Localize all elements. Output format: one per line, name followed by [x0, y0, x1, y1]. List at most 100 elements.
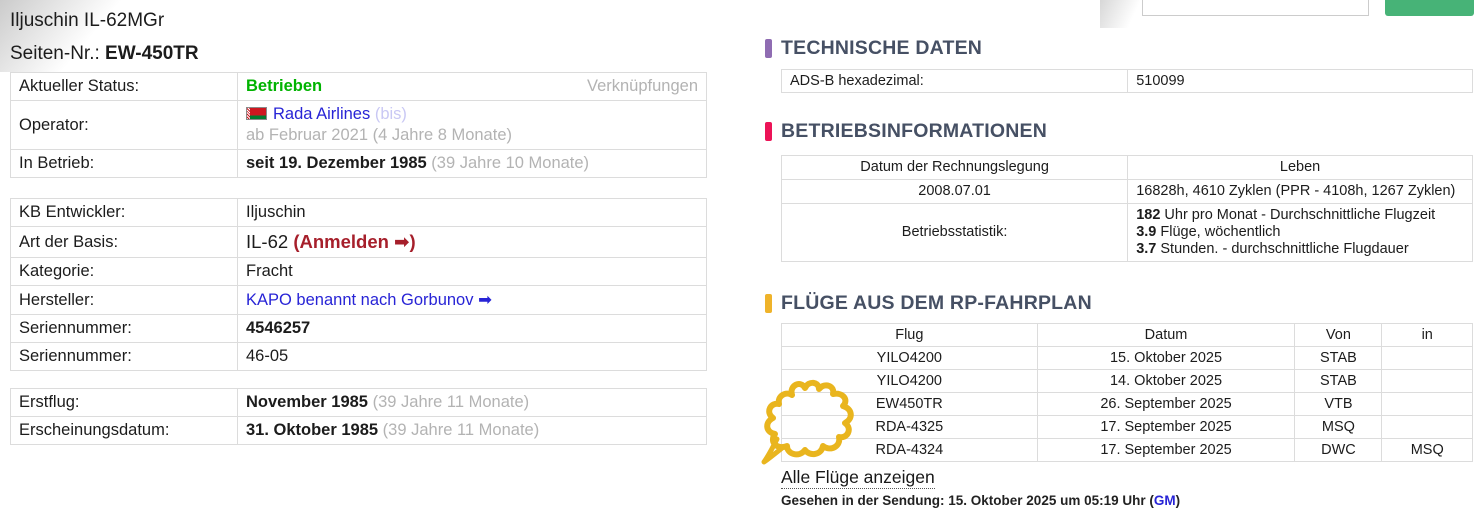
timezone-link[interactable]: GM: [1153, 493, 1176, 508]
flight-from: DWC: [1294, 438, 1383, 462]
dates-table: Erstflug: November 1985 (39 Jahre 11 Mon…: [10, 388, 707, 445]
table-row: RDA-4325 17. September 2025 MSQ: [781, 415, 1473, 439]
table-row: Operator: Rada Airlines (bis) ab Februar…: [10, 100, 707, 150]
flight-number: YILO4200: [781, 346, 1038, 370]
column-header-date: Datum: [1036, 323, 1296, 347]
flight-to: [1381, 346, 1473, 370]
stat-text: Flüge, wöchentlich: [1156, 224, 1281, 240]
last-seen-text: Gesehen in der Sendung: 15. Oktober 2025…: [781, 493, 1154, 508]
flight-date: 15. Oktober 2025: [1036, 346, 1296, 370]
section-bullet-icon: [765, 38, 772, 58]
table-row: Erscheinungsdatum: 31. Oktober 1985 (39 …: [10, 416, 707, 445]
table-row: In Betrieb: seit 19. Dezember 1985 (39 J…: [10, 149, 707, 178]
table-row: EW450TR 26. September 2025 VTB: [781, 392, 1473, 416]
section-bullet-icon: [765, 293, 772, 313]
table-header-row: Datum der Rechnungslegung Leben: [780, 155, 1473, 180]
base-type-value: IL-62: [246, 231, 294, 252]
first-flight-label: Erstflug:: [10, 388, 238, 417]
search-button[interactable]: [1385, 0, 1474, 16]
column-header-life: Leben: [1127, 155, 1473, 180]
stats-label: Betriebsstatistik:: [780, 203, 1129, 262]
links-label[interactable]: Verknüpfungen: [586, 77, 698, 95]
first-flight-value: November 1985: [246, 393, 368, 411]
stat-value: 3.7: [1136, 241, 1157, 257]
status-table: Aktueller Status: Betrieben Verknüpfunge…: [10, 72, 707, 178]
flight-date: 17. September 2025: [1036, 438, 1296, 462]
flight-to: [1381, 415, 1473, 439]
last-seen-close: ): [1175, 493, 1181, 508]
release-date-age: (39 Jahre 11 Monate): [382, 421, 540, 439]
category-value: Fracht: [237, 257, 707, 286]
details-table: KB Entwickler: Iljuschin Art der Basis: …: [10, 198, 707, 371]
stats-cell: 182 Uhr pro Monat - Durchschnittliche Fl…: [1127, 203, 1473, 262]
search-input[interactable]: [1142, 0, 1369, 16]
serial-label: Seriennummer:: [10, 314, 238, 343]
flight-from: MSQ: [1294, 415, 1383, 439]
operator-link[interactable]: Rada Airlines: [273, 105, 371, 123]
adsb-label: ADS-B hexadezimal:: [780, 69, 1129, 93]
flight-number: YILO4200: [781, 369, 1038, 393]
flight-to: MSQ: [1381, 438, 1473, 462]
table-header-row: Flug Datum Von in: [781, 323, 1473, 347]
in-service-value: seit 19. Dezember 1985: [246, 154, 427, 172]
manufacturer-link[interactable]: KAPO benannt nach Gorbunov ➡: [246, 291, 492, 309]
table-row: RDA-4324 17. September 2025 DWC MSQ: [781, 438, 1473, 462]
table-row: YILO4200 15. Oktober 2025 STAB: [781, 346, 1473, 370]
table-row: Seriennummer: 4546257: [10, 314, 707, 343]
table-row: 2008.07.01 16828h, 4610 Zyklen (PPR - 41…: [780, 179, 1473, 204]
aircraft-data-panel: TECHNISCHE DATEN ADS-B hexadezimal: 5100…: [765, 0, 1477, 508]
section-bullet-icon: [765, 121, 772, 141]
operator-line: Rada Airlines (bis): [246, 105, 698, 124]
stat-line: 3.7 Stunden. - durchschnittliche Flugdau…: [1136, 241, 1464, 258]
manufacturer-label: Hersteller:: [10, 285, 238, 315]
section-title-text: BETRIEBSINFORMATIONEN: [781, 120, 1048, 142]
status-badge: Betrieben: [246, 77, 323, 95]
flight-to: [1381, 369, 1473, 393]
page-registration-line: Seiten-Nr.: EW-450TR: [10, 42, 707, 66]
flight-from: STAB: [1294, 369, 1383, 393]
table-row: Erstflug: November 1985 (39 Jahre 11 Mon…: [10, 388, 707, 417]
aircraft-summary-panel: Iljuschin IL-62MGr Seiten-Nr.: EW-450TR …: [10, 0, 707, 445]
aircraft-title: Iljuschin IL-62MGr: [10, 10, 165, 31]
operator-since: ab Februar 2021 (4 Jahre 8 Monate): [246, 126, 512, 144]
last-seen-line: Gesehen in der Sendung: 15. Oktober 2025…: [781, 493, 1477, 508]
table-row: YILO4200 14. Oktober 2025 STAB: [781, 369, 1473, 393]
stat-text: Stunden. - durchschnittliche Flugdauer: [1156, 241, 1409, 257]
table-row: Seriennummer: 46-05: [10, 342, 707, 371]
base-type-label: Art der Basis:: [10, 226, 238, 258]
table-row: KB Entwickler: Iljuschin: [10, 198, 707, 227]
serial2-label: Seriennummer:: [10, 342, 238, 371]
operator-label: Operator:: [10, 100, 238, 150]
category-label: Kategorie:: [10, 257, 238, 286]
show-all-flights-link[interactable]: Alle Flüge anzeigen: [781, 467, 935, 489]
first-flight-age: (39 Jahre 11 Monate): [372, 393, 530, 411]
release-date-label: Erscheinungsdatum:: [10, 416, 238, 445]
developer-value: Iljuschin: [237, 198, 707, 227]
stat-value: 3.9: [1136, 224, 1157, 240]
belarus-flag-icon: [246, 107, 267, 120]
in-service-age: (39 Jahre 10 Monate): [431, 154, 590, 172]
flight-date: 26. September 2025: [1036, 392, 1296, 416]
in-service-label: In Betrieb:: [10, 149, 238, 178]
operations-section-title: BETRIEBSINFORMATIONEN: [765, 119, 1477, 143]
column-header-invoice-date: Datum der Rechnungslegung: [780, 155, 1129, 180]
life-value: 16828h, 4610 Zyklen (PPR - 4108h, 1267 Z…: [1127, 179, 1473, 204]
flights-section-title: FLÜGE AUS DEM RP-FAHRPLAN: [765, 291, 1477, 315]
serial2-value: 46-05: [237, 342, 707, 371]
flight-to: [1381, 392, 1473, 416]
column-header-from: Von: [1294, 323, 1383, 347]
search-text-field[interactable]: [1143, 0, 1368, 15]
flight-from: STAB: [1294, 346, 1383, 370]
register-action-link[interactable]: (Anmelden ➡): [293, 231, 416, 252]
status-label: Aktueller Status:: [10, 72, 238, 101]
flight-date: 17. September 2025: [1036, 415, 1296, 439]
registration-value: EW-450TR: [105, 43, 199, 64]
stat-value: 182: [1136, 207, 1161, 223]
flight-number: EW450TR: [781, 392, 1038, 416]
operator-bis-label: (bis): [374, 105, 407, 123]
operations-table: Datum der Rechnungslegung Leben 2008.07.…: [780, 155, 1473, 262]
flight-from: VTB: [1294, 392, 1383, 416]
adsb-value: 510099: [1127, 69, 1473, 93]
flight-date: 14. Oktober 2025: [1036, 369, 1296, 393]
stat-text: Uhr pro Monat - Durchschnittliche Flugze…: [1160, 207, 1436, 223]
